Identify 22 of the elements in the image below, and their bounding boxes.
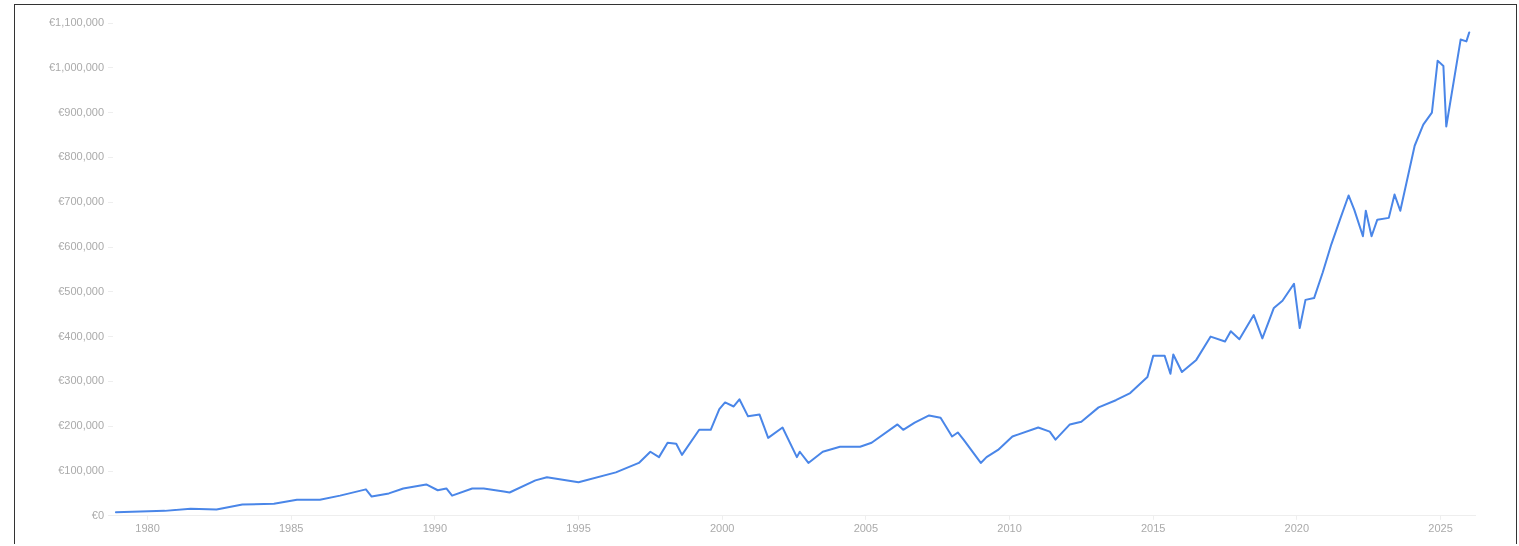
- x-tick-label: 2000: [709, 522, 735, 535]
- x-tick-label: 1980: [135, 522, 160, 535]
- y-tick-label: €100,000: [58, 464, 105, 477]
- y-tick-label: €1,000,000: [48, 60, 105, 73]
- y-tick-label: €700,000: [58, 195, 105, 208]
- y-tick-label: €800,000: [58, 150, 105, 163]
- y-tick-label: €200,000: [58, 419, 105, 432]
- x-tick-label: 1995: [566, 522, 591, 535]
- x-tick-label: 2015: [1140, 522, 1166, 535]
- y-tick-label: €300,000: [58, 374, 105, 387]
- y-tick-label: €500,000: [58, 284, 105, 297]
- x-tick-label: 1990: [422, 522, 448, 535]
- x-tick-label: 2005: [853, 522, 879, 535]
- x-tick-label: 2010: [997, 522, 1022, 535]
- y-tick-label: €1,100,000: [48, 16, 105, 29]
- x-tick-label: 2025: [1428, 522, 1453, 535]
- y-tick-label: €0: [91, 508, 105, 521]
- y-tick-label: €600,000: [58, 240, 105, 253]
- y-tick-label: €900,000: [58, 105, 105, 118]
- x-tick-label: 1985: [278, 522, 304, 535]
- y-tick-label: €400,000: [58, 329, 105, 342]
- x-tick-label: 2020: [1284, 522, 1310, 535]
